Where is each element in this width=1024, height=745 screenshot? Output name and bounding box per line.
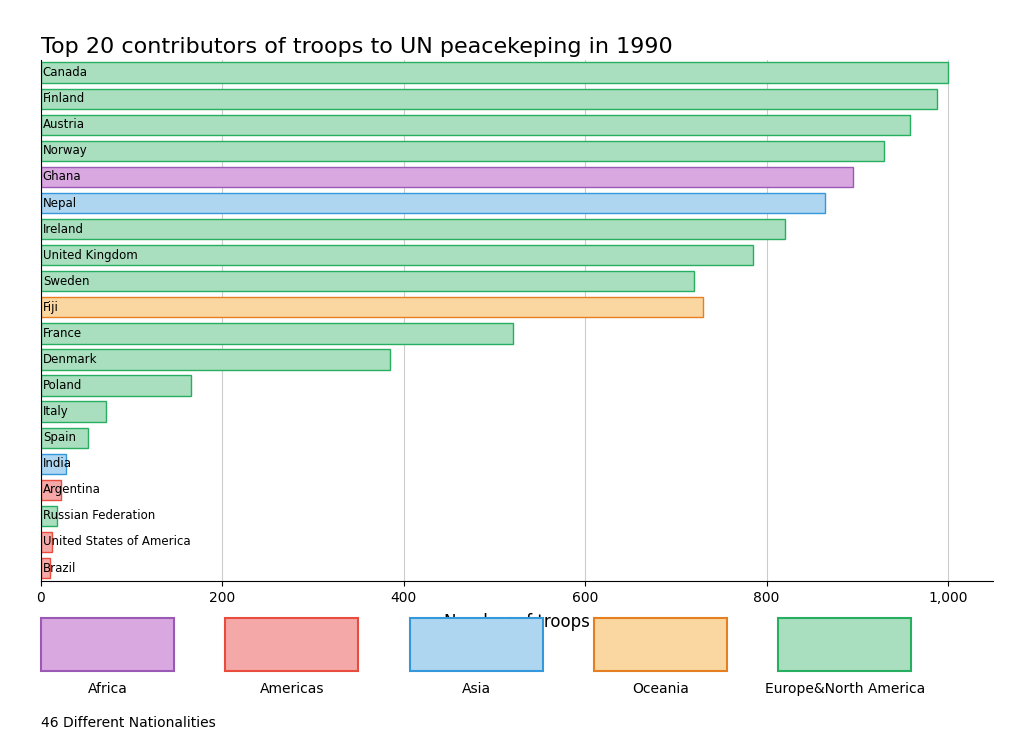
Text: Top 20 contributors of troops to UN peacekeping in 1990: Top 20 contributors of troops to UN peac… bbox=[41, 37, 673, 57]
Bar bbox=[41, 375, 190, 396]
Text: United Kingdom: United Kingdom bbox=[43, 249, 137, 261]
Bar bbox=[41, 89, 937, 109]
Text: Norway: Norway bbox=[43, 145, 87, 157]
Bar bbox=[41, 297, 703, 317]
Bar bbox=[41, 63, 948, 83]
Bar bbox=[41, 245, 753, 265]
Text: Spain: Spain bbox=[43, 431, 76, 444]
Bar bbox=[41, 402, 106, 422]
Bar bbox=[41, 349, 390, 370]
Bar bbox=[41, 428, 88, 448]
Text: India: India bbox=[43, 457, 72, 470]
Text: United States of America: United States of America bbox=[43, 536, 190, 548]
Text: Italy: Italy bbox=[43, 405, 69, 418]
Text: Oceania: Oceania bbox=[632, 682, 689, 696]
Text: 46 Different Nationalities: 46 Different Nationalities bbox=[41, 716, 216, 730]
Text: Asia: Asia bbox=[462, 682, 490, 696]
Text: Africa: Africa bbox=[88, 682, 127, 696]
Text: Ireland: Ireland bbox=[43, 223, 84, 235]
Text: Nepal: Nepal bbox=[43, 197, 77, 209]
Bar bbox=[41, 167, 853, 187]
Text: Finland: Finland bbox=[43, 92, 85, 105]
Text: Austria: Austria bbox=[43, 118, 85, 131]
Text: Ghana: Ghana bbox=[43, 171, 81, 183]
Text: Europe&North America: Europe&North America bbox=[765, 682, 925, 696]
Text: Russian Federation: Russian Federation bbox=[43, 510, 155, 522]
Bar bbox=[41, 271, 694, 291]
Text: Brazil: Brazil bbox=[43, 562, 76, 574]
Bar bbox=[41, 193, 825, 213]
Bar bbox=[41, 558, 50, 578]
Text: Canada: Canada bbox=[43, 66, 88, 79]
Bar bbox=[41, 323, 513, 343]
Text: Argentina: Argentina bbox=[43, 484, 100, 496]
Text: Sweden: Sweden bbox=[43, 275, 89, 288]
Bar bbox=[41, 454, 67, 474]
Text: Poland: Poland bbox=[43, 379, 82, 392]
Bar bbox=[41, 219, 784, 239]
Text: Americas: Americas bbox=[260, 682, 324, 696]
Bar bbox=[41, 141, 885, 161]
Text: Fiji: Fiji bbox=[43, 301, 58, 314]
X-axis label: Number of troops: Number of troops bbox=[444, 613, 590, 631]
Text: France: France bbox=[43, 327, 82, 340]
Bar bbox=[41, 506, 57, 526]
Bar bbox=[41, 532, 52, 552]
Text: Denmark: Denmark bbox=[43, 353, 97, 366]
Bar bbox=[41, 115, 910, 135]
Bar bbox=[41, 480, 60, 500]
